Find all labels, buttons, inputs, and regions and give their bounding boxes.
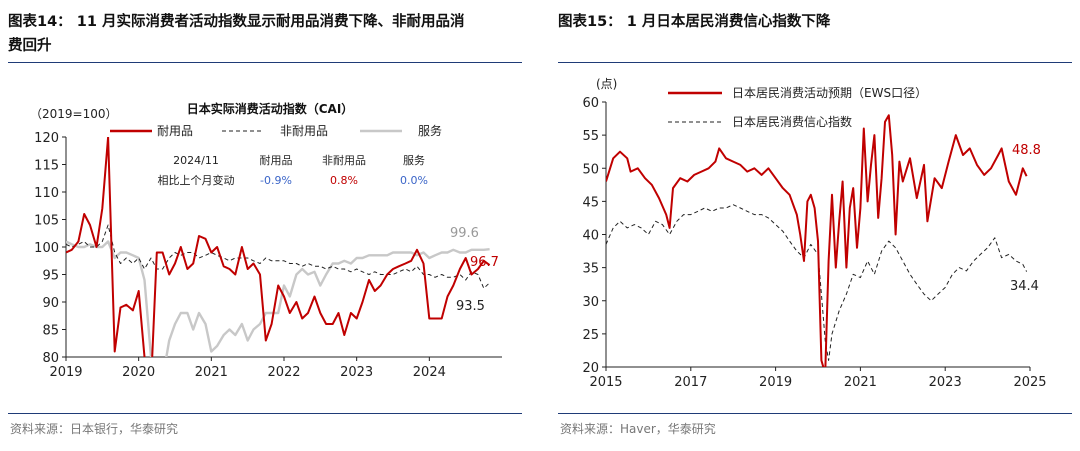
table-header-3: 非耐用品 — [322, 154, 366, 167]
table-row-label: 相比上个月变动 — [158, 173, 235, 187]
y-tick-label: 30 — [582, 295, 599, 310]
y-tick-label: 90 — [42, 296, 59, 311]
legend-label-2: 非耐用品 — [280, 124, 328, 138]
figure-title-left-line1: 图表14： 11 月实际消费者活动指数显示耐用品消费下降、非耐用品消 — [8, 14, 465, 30]
source-note-right: 资料来源：Haver，华泰研究 — [560, 422, 716, 436]
x-tick-label: 2019 — [759, 375, 792, 390]
y-tick-label: 55 — [582, 129, 599, 144]
table-header-4: 服务 — [403, 154, 425, 167]
y-tick-label: 105 — [34, 214, 59, 229]
y-tick-label: 35 — [582, 262, 599, 277]
x-tick-label: 2025 — [1013, 375, 1046, 390]
x-tick-label: 2023 — [929, 375, 962, 390]
cai-line-chart: 80 85 90 95 100 105 110 115 120 2019 2020 2021 2022 2… — [30, 101, 502, 380]
series-end-label-2: 34.4 — [1010, 279, 1039, 294]
source-rule-left — [8, 413, 522, 414]
y-tick-label: 45 — [582, 195, 599, 210]
figure-title-right-line1: 图表15： 1 月日本居民消费信心指数下降 — [558, 14, 831, 30]
source-rule-right — [558, 413, 1072, 414]
x-tick-label: 2022 — [267, 365, 300, 380]
y-tick-label: 80 — [42, 351, 59, 366]
series-line-2 — [66, 224, 490, 289]
y-tick-label: 95 — [42, 269, 59, 284]
legend-label-1: 日本居民消费活动预期（EWS口径） — [732, 86, 927, 100]
x-tick-label: 2017 — [674, 375, 707, 390]
legend-label-1: 耐用品 — [157, 124, 193, 138]
y-tick-label: 20 — [582, 361, 599, 376]
y-tick-label: 50 — [582, 162, 599, 177]
title-rule-right — [558, 62, 1072, 63]
x-tick-label: 2021 — [195, 365, 228, 380]
x-tick-label: 2024 — [413, 365, 446, 380]
series-end-label-1: 96.7 — [470, 255, 499, 270]
right-figure-panel: 图表15： 1 月日本居民消费信心指数下降 20 25 30 35 40 45 50 55 60… — [550, 0, 1080, 451]
y-axis-unit-label: （2019=100） — [30, 107, 118, 121]
y-tick-label: 115 — [34, 159, 59, 174]
y-tick-label: 110 — [34, 186, 59, 201]
table-value-2: 0.8% — [330, 174, 358, 187]
x-tick-label: 2020 — [122, 365, 155, 380]
y-axis-unit-label: (点) — [596, 77, 617, 91]
x-tick-label: 2023 — [340, 365, 373, 380]
table-header-2: 耐用品 — [260, 154, 293, 167]
legend-label-3: 服务 — [418, 123, 442, 138]
figure-title-right: 图表15： 1 月日本居民消费信心指数下降 — [558, 10, 1073, 34]
series-line-2 — [606, 204, 1028, 361]
y-tick-label: 60 — [582, 96, 599, 111]
series-line-3 — [66, 240, 490, 357]
series-end-label-1: 48.8 — [1012, 143, 1041, 158]
left-figure-panel: 图表14： 11 月实际消费者活动指数显示耐用品消费下降、非耐用品消 费回升 8… — [0, 0, 530, 451]
x-tick-label: 2015 — [589, 375, 622, 390]
source-note-left: 资料来源：日本银行，华泰研究 — [10, 422, 179, 436]
chart-title: 日本实际消费活动指数（CAI） — [187, 101, 354, 116]
figure-title-left-line2: 费回升 — [8, 38, 52, 54]
figure-title-left: 图表14： 11 月实际消费者活动指数显示耐用品消费下降、非耐用品消 费回升 — [8, 10, 523, 58]
series-end-label-3: 99.6 — [450, 226, 479, 241]
y-tick-label: 40 — [582, 229, 599, 244]
legend-label-2: 日本居民消费信心指数 — [732, 114, 852, 129]
table-value-3: 0.0% — [400, 174, 428, 187]
series-end-label-2: 93.5 — [456, 299, 485, 314]
series-line-1 — [66, 137, 491, 357]
y-tick-label: 25 — [582, 328, 599, 343]
table-value-1: -0.9% — [260, 174, 292, 187]
x-tick-label: 2021 — [844, 375, 877, 390]
table-header-1: 2024/11 — [173, 154, 219, 167]
y-tick-label: 85 — [42, 324, 59, 339]
x-tick-label: 2019 — [49, 365, 82, 380]
y-tick-label: 120 — [34, 131, 59, 146]
series-line-1 — [606, 114, 1028, 367]
y-tick-label: 100 — [34, 241, 59, 256]
title-rule-left — [8, 62, 522, 63]
